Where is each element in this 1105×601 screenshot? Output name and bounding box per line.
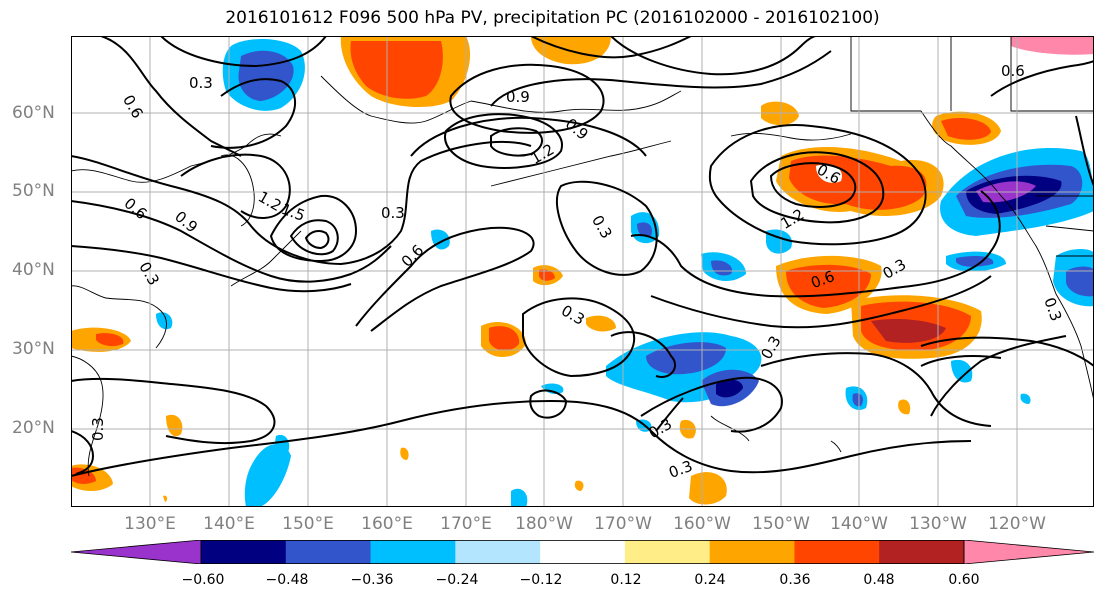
colorbar-tick: −0.24	[435, 572, 479, 588]
lon-label: 150°E	[282, 514, 334, 534]
colorbar-tick: 0.36	[779, 572, 811, 588]
lon-label: 130°E	[124, 514, 176, 534]
pv-contours	[70, 35, 1095, 477]
colorbar-segment	[285, 540, 372, 564]
lon-label: 160°W	[673, 514, 731, 534]
lon-label: 180°W	[515, 514, 573, 534]
lat-label: 40°N	[12, 260, 55, 280]
colorbar-segment	[455, 540, 541, 564]
lon-label: 170°W	[594, 514, 652, 534]
lat-label: 60°N	[12, 103, 55, 123]
colorbar-tick: −0.36	[350, 572, 394, 588]
colorbar-segment	[794, 540, 880, 564]
contour-label: 0.3	[381, 204, 405, 222]
colorbar-tick: −0.48	[265, 572, 309, 588]
contour-label: 0.6	[1001, 62, 1025, 80]
lon-label: 160°E	[361, 514, 413, 534]
colorbar-segment	[879, 540, 965, 564]
lon-label: 140°W	[830, 514, 888, 534]
lat-label: 50°N	[12, 181, 55, 201]
lon-label: 140°E	[203, 514, 255, 534]
lat-label: 20°N	[12, 418, 55, 438]
lon-label: 120°W	[988, 514, 1046, 534]
colorbar-tick: −0.12	[519, 572, 563, 588]
colorbar-tick: 0.24	[694, 572, 726, 588]
map-panel: 0.3 0.6 0.9 1.2 1.5 0.9 1.2 0.3 0.6 0.9 …	[70, 35, 1095, 507]
map-svg: 0.3 0.6 0.9 1.2 1.5 0.9 1.2 0.3 0.6 0.9 …	[70, 35, 1095, 507]
lon-label: 170°E	[440, 514, 492, 534]
lat-label: 30°N	[12, 339, 55, 359]
gridlines	[71, 36, 1094, 507]
colorbar	[71, 540, 1094, 564]
contour-label: 0.3	[89, 417, 107, 441]
colorbar-segment	[540, 540, 626, 564]
colorbar-tick: −0.60	[181, 572, 225, 588]
colorbar-extend-max	[963, 540, 1094, 564]
colorbar-segment	[201, 540, 287, 564]
lon-label: 150°W	[752, 514, 810, 534]
colorbar-segment	[370, 540, 456, 564]
contour-label: 0.3	[189, 74, 213, 92]
contour-label: 0.9	[506, 88, 530, 106]
lon-label: 130°W	[909, 514, 967, 534]
colorbar-segment	[624, 540, 711, 564]
coastlines	[70, 36, 1095, 477]
map-title: 2016101612 F096 500 hPa PV, precipitatio…	[225, 8, 880, 28]
colorbar-tick: 0.48	[863, 572, 895, 588]
colorbar-segment	[709, 540, 795, 564]
colorbar-tick: 0.12	[610, 572, 642, 588]
colorbar-extend-min	[71, 540, 202, 564]
colorbar-tick: 0.60	[948, 572, 980, 588]
